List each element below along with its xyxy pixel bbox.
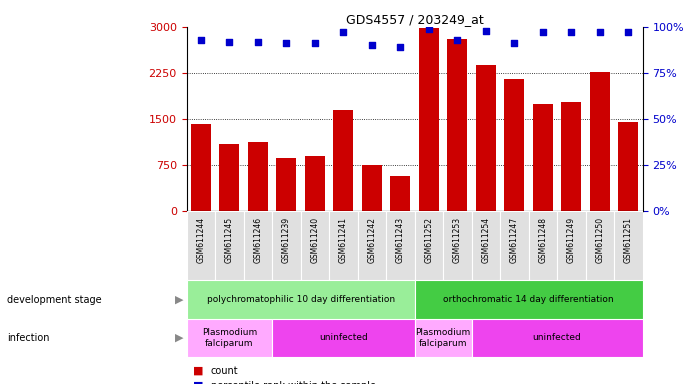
- Text: GSM611243: GSM611243: [396, 217, 405, 263]
- Text: GSM611251: GSM611251: [624, 217, 633, 263]
- Bar: [533, 104, 553, 211]
- Point: [310, 40, 321, 46]
- Text: GSM611244: GSM611244: [196, 217, 205, 263]
- Text: GSM611245: GSM611245: [225, 217, 234, 263]
- Text: GSM611247: GSM611247: [510, 217, 519, 263]
- Point: [366, 42, 377, 48]
- Bar: [362, 165, 382, 211]
- Bar: [618, 122, 638, 211]
- Bar: [500, 211, 529, 280]
- Bar: [529, 211, 557, 280]
- Text: infection: infection: [7, 333, 50, 343]
- Bar: [187, 280, 415, 319]
- Text: GSM611249: GSM611249: [567, 217, 576, 263]
- Bar: [219, 144, 239, 211]
- Text: GSM611246: GSM611246: [254, 217, 263, 263]
- Point: [566, 29, 577, 35]
- Point: [424, 26, 435, 32]
- Bar: [476, 65, 496, 211]
- Point: [338, 29, 349, 35]
- Bar: [191, 124, 211, 211]
- Text: GSM611254: GSM611254: [482, 217, 491, 263]
- Text: GSM611239: GSM611239: [282, 217, 291, 263]
- Point: [509, 40, 520, 46]
- Text: GSM611241: GSM611241: [339, 217, 348, 263]
- Text: count: count: [211, 366, 238, 376]
- Bar: [358, 211, 386, 280]
- Bar: [386, 211, 415, 280]
- Bar: [333, 110, 353, 211]
- Point: [224, 38, 235, 45]
- Text: Plasmodium
falciparum: Plasmodium falciparum: [202, 328, 257, 348]
- Point: [196, 37, 207, 43]
- Bar: [561, 102, 581, 211]
- Text: GSM611242: GSM611242: [368, 217, 377, 263]
- Bar: [557, 211, 585, 280]
- Text: percentile rank within the sample: percentile rank within the sample: [211, 381, 376, 384]
- Text: polychromatophilic 10 day differentiation: polychromatophilic 10 day differentiatio…: [207, 295, 395, 304]
- Bar: [272, 211, 301, 280]
- Point: [395, 44, 406, 50]
- Bar: [415, 319, 471, 357]
- Text: GSM611252: GSM611252: [424, 217, 433, 263]
- Text: uninfected: uninfected: [533, 333, 582, 343]
- Bar: [272, 319, 415, 357]
- Bar: [590, 72, 610, 211]
- Bar: [248, 142, 268, 211]
- Bar: [419, 28, 439, 211]
- Point: [623, 29, 634, 35]
- Bar: [447, 39, 467, 211]
- Text: ▶: ▶: [175, 295, 183, 305]
- Point: [538, 29, 549, 35]
- Bar: [215, 211, 243, 280]
- Text: GSM611248: GSM611248: [538, 217, 547, 263]
- Bar: [585, 211, 614, 280]
- Text: ■: ■: [193, 366, 204, 376]
- Bar: [471, 211, 500, 280]
- Bar: [276, 158, 296, 211]
- Bar: [329, 211, 358, 280]
- Text: uninfected: uninfected: [319, 333, 368, 343]
- Point: [480, 28, 491, 34]
- Point: [281, 40, 292, 46]
- Bar: [415, 211, 443, 280]
- Text: ■: ■: [193, 381, 204, 384]
- Bar: [443, 211, 471, 280]
- Bar: [187, 319, 272, 357]
- Text: ▶: ▶: [175, 333, 183, 343]
- Bar: [471, 319, 643, 357]
- Bar: [415, 280, 643, 319]
- Bar: [614, 211, 643, 280]
- Point: [452, 37, 463, 43]
- Bar: [244, 211, 272, 280]
- Bar: [187, 211, 215, 280]
- Title: GDS4557 / 203249_at: GDS4557 / 203249_at: [346, 13, 484, 26]
- Bar: [390, 175, 410, 211]
- Bar: [504, 79, 524, 211]
- Text: Plasmodium
falciparum: Plasmodium falciparum: [415, 328, 471, 348]
- Text: GSM611253: GSM611253: [453, 217, 462, 263]
- Bar: [305, 156, 325, 211]
- Text: orthochromatic 14 day differentiation: orthochromatic 14 day differentiation: [444, 295, 614, 304]
- Text: development stage: development stage: [7, 295, 102, 305]
- Point: [252, 38, 263, 45]
- Point: [594, 29, 605, 35]
- Bar: [301, 211, 329, 280]
- Text: GSM611250: GSM611250: [596, 217, 605, 263]
- Text: GSM611240: GSM611240: [310, 217, 319, 263]
